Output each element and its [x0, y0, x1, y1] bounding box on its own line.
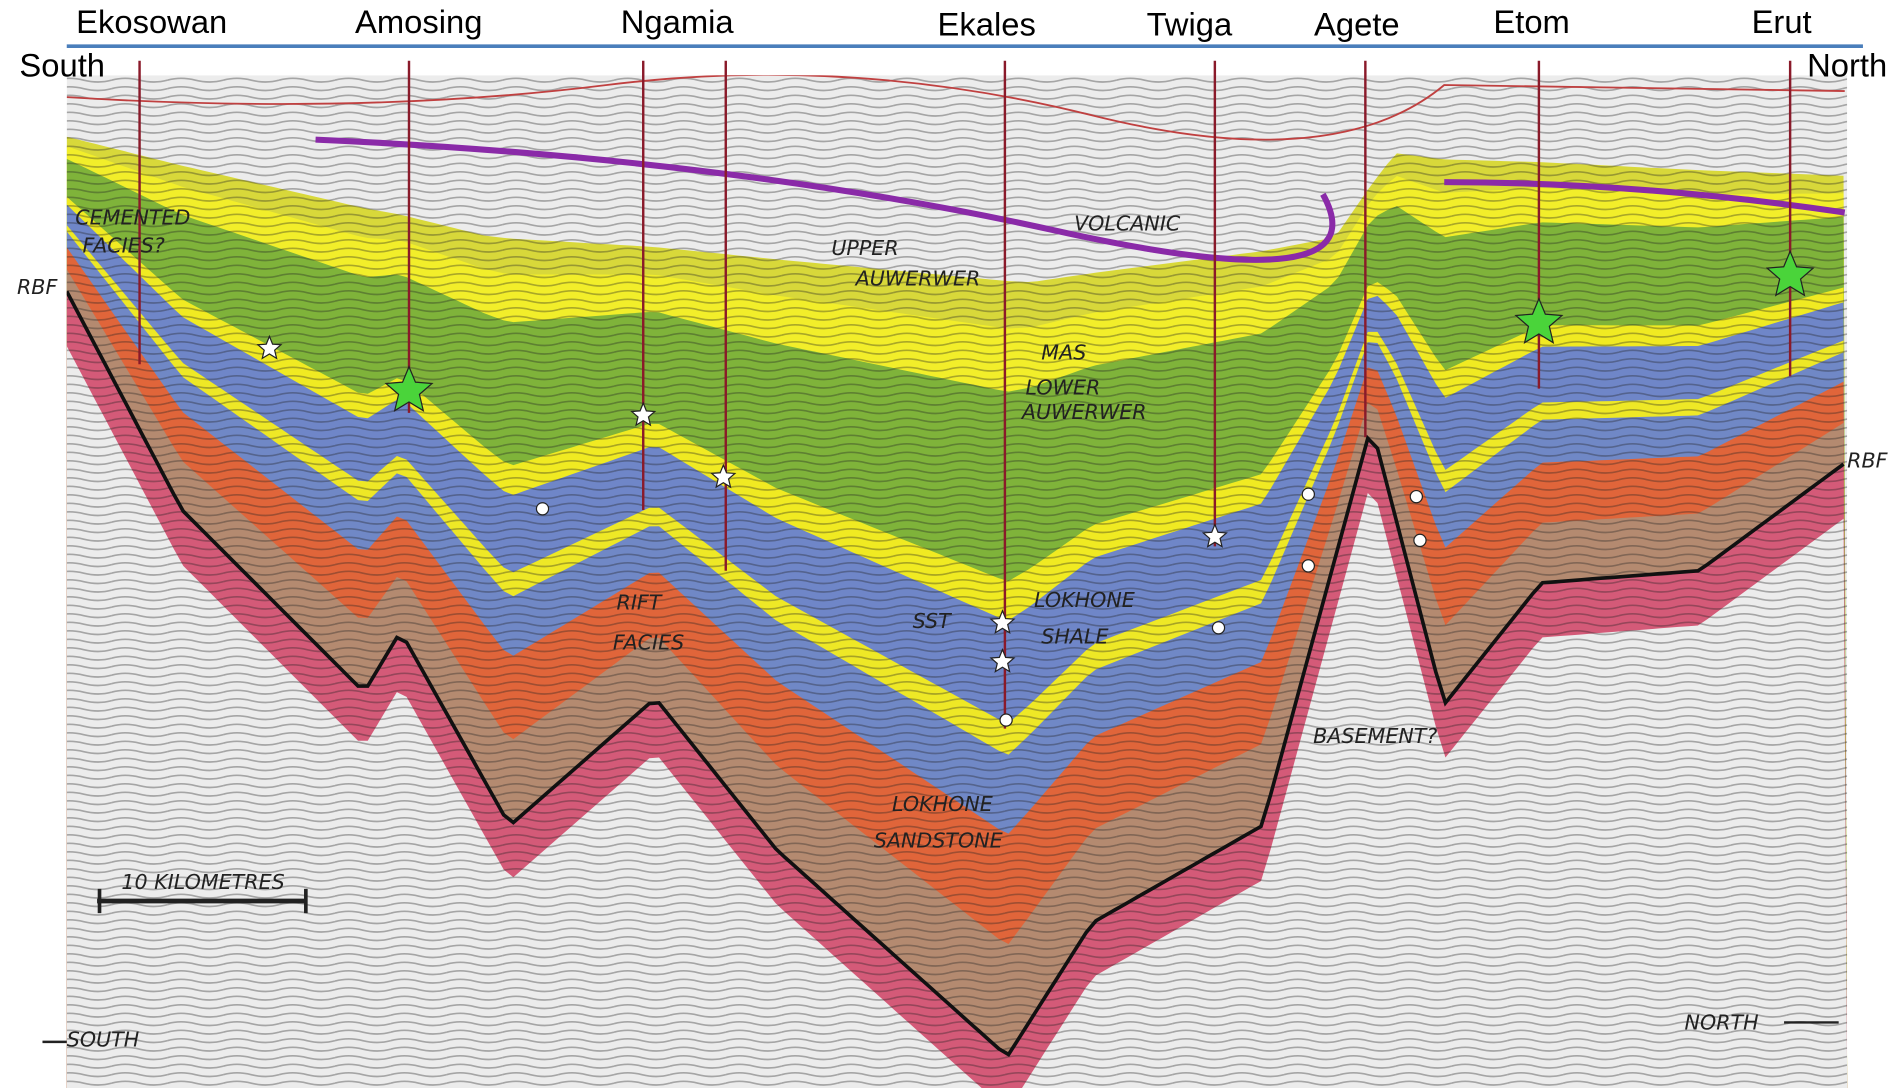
annotation: CEMENTED [75, 206, 190, 230]
north-label: North [1807, 47, 1887, 84]
well-name: Ekosowan [76, 3, 227, 40]
annotation: BASEMENT? [1313, 724, 1437, 748]
surface [66, 75, 1845, 141]
well-circle [999, 713, 1013, 727]
annotations: RBF CEMENTED FACIES? UPPER AUWERWER VOLC… [17, 206, 1889, 1052]
annotation: LOKHONE [1034, 588, 1135, 612]
annotation: SHALE [1041, 625, 1108, 649]
annotation: RBF [1847, 448, 1888, 472]
basement-horizon [66, 290, 1845, 1057]
annotation: SOUTH [67, 1028, 140, 1052]
annotation: SANDSTONE [874, 829, 1003, 853]
annotation: SST [913, 609, 952, 633]
well-name: Ekales [938, 5, 1036, 42]
well-name: Twiga [1147, 5, 1233, 42]
well-name: Erut [1752, 3, 1812, 40]
annotation: LOKHONE [892, 792, 993, 816]
annotation: UPPER [831, 236, 898, 260]
well-name: Ngamia [621, 3, 735, 40]
layers [66, 75, 1848, 1088]
annotation: LOWER [1026, 376, 1101, 400]
annotation: VOLCANIC [1074, 212, 1181, 236]
well-star [989, 609, 1016, 635]
well-star [1201, 522, 1228, 548]
annotation: MAS [1041, 340, 1086, 364]
well-name: Etom [1493, 3, 1569, 40]
well-star [1765, 249, 1815, 297]
annotation: AUWERWER [854, 266, 981, 290]
annotation: FACIES? [83, 234, 165, 258]
well-star [630, 401, 657, 427]
south-label: South [19, 47, 105, 84]
annotation: NORTH [1685, 1011, 1759, 1035]
well-star [989, 648, 1016, 673]
well-circle [1211, 621, 1226, 635]
annotation: RBF [17, 275, 58, 299]
annotation: RIFT [617, 591, 663, 615]
well-name: Amosing [355, 3, 482, 40]
annotation: AUWERWER [1020, 400, 1147, 424]
well-star [1514, 297, 1564, 344]
well-circle [1301, 487, 1315, 501]
well-star [710, 463, 737, 489]
well-name: Agete [1314, 5, 1400, 42]
overlay [138, 60, 1815, 729]
annotation: FACIES [613, 631, 684, 655]
well-circle [1409, 489, 1424, 504]
annotation: 10 KILOMETRES [121, 870, 284, 894]
well-circle [1413, 533, 1427, 548]
well-circle [535, 502, 550, 516]
well-star [384, 365, 434, 412]
well-star [256, 334, 283, 360]
well-circle [1301, 559, 1315, 573]
